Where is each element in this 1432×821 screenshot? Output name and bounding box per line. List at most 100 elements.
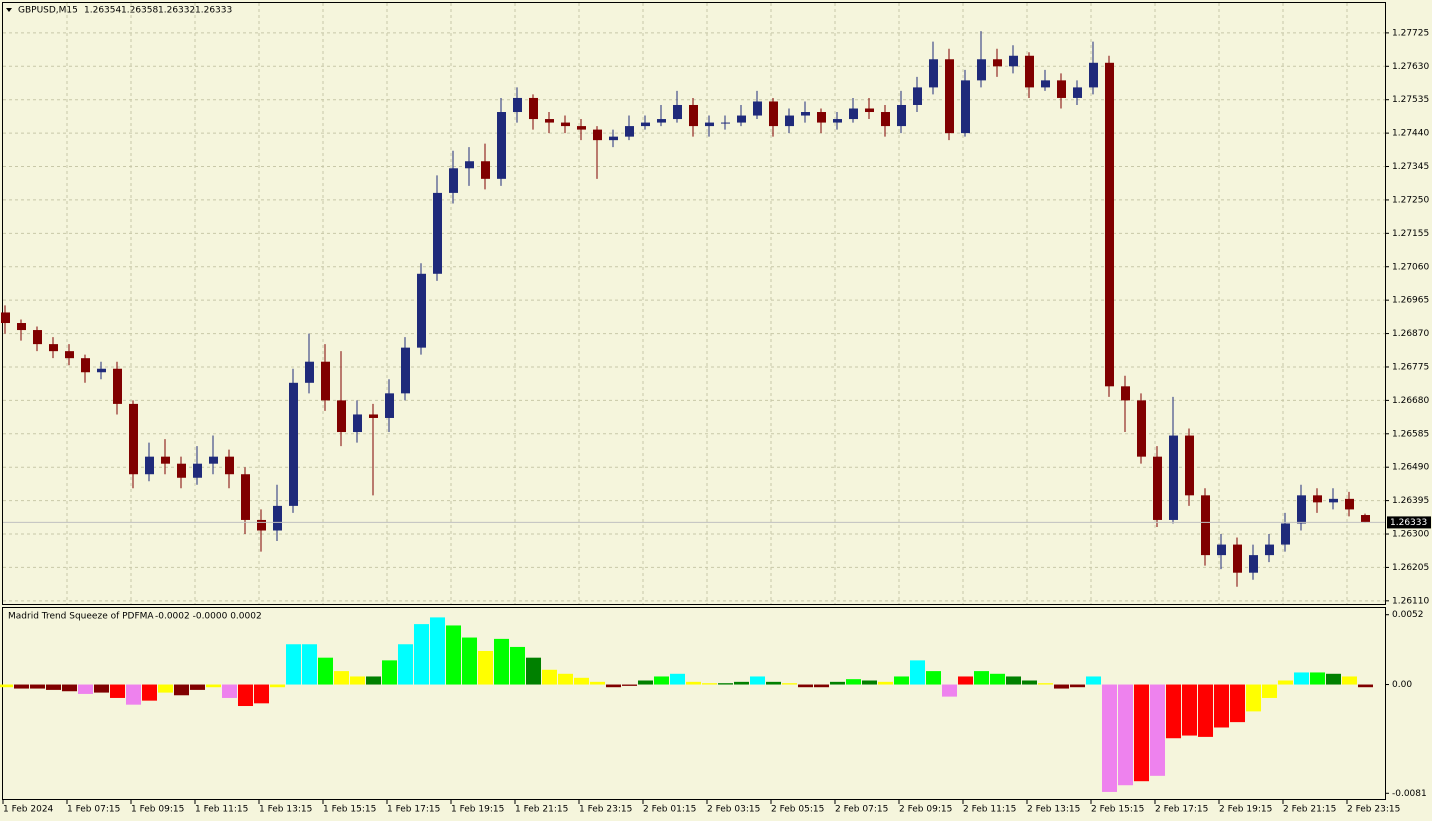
candle-body [241, 474, 250, 520]
candle-body [865, 108, 874, 113]
candle-body [753, 101, 762, 116]
histogram-bar [974, 671, 989, 685]
x-tick-label: 2 Feb 07:15 [835, 805, 888, 815]
x-tick-label: 2 Feb 11:15 [963, 805, 1016, 815]
candle-body [609, 136, 618, 141]
x-tick-label: 2 Feb 03:15 [707, 805, 760, 815]
histogram-bar [1198, 684, 1213, 737]
histogram-bar [1006, 676, 1021, 685]
histogram-bar [766, 681, 781, 685]
histogram-bar [958, 676, 973, 685]
candle-body [1217, 544, 1226, 556]
histogram-bar [878, 681, 893, 685]
histogram-bar [238, 684, 253, 707]
y-tick-label: 1.26680 [1392, 396, 1429, 406]
histogram-bar [830, 681, 845, 685]
y-tick-label: 1.27345 [1392, 162, 1429, 172]
histogram-bar [574, 677, 589, 685]
header-ohlc: 1.26333 [195, 6, 232, 16]
y-tick-label: 1.26300 [1392, 530, 1429, 540]
candle-body [1313, 495, 1322, 503]
candle-body [289, 382, 298, 506]
y-tick-label: 1.27535 [1392, 95, 1429, 105]
candle-body [1345, 498, 1354, 510]
candle-body [897, 104, 906, 127]
candle-body [497, 112, 506, 179]
indicator-panel [2, 607, 1386, 800]
histogram-bar [894, 676, 909, 685]
candle-body [641, 122, 650, 127]
x-tick-label: 1 Feb 15:15 [323, 805, 376, 815]
current-price-label: 1.26333 [1390, 518, 1427, 528]
candle-body [1201, 495, 1210, 556]
x-tick-label: 2 Feb 13:15 [1027, 805, 1080, 815]
histogram-bar [606, 684, 621, 688]
candle-body [817, 112, 826, 123]
histogram-bar [414, 624, 429, 685]
candle-body [1137, 400, 1146, 457]
x-tick-label: 1 Feb 21:15 [515, 805, 568, 815]
candle-body [769, 101, 778, 127]
histogram-bar [1246, 684, 1261, 712]
candle-body [961, 80, 970, 134]
candle-body [705, 122, 714, 127]
histogram-bar [782, 683, 797, 685]
candle-body [161, 456, 170, 464]
histogram-bar [0, 684, 13, 688]
histogram-bar [1118, 684, 1133, 786]
candle-body [1, 312, 10, 324]
histogram-bar [1294, 672, 1309, 685]
y-tick-label: 0.00 [1392, 680, 1412, 690]
candle-body [97, 368, 106, 373]
candle-body [561, 122, 570, 127]
histogram-bar [1134, 684, 1149, 782]
candle-body [49, 344, 58, 352]
candle-body [129, 403, 138, 475]
histogram-bar [430, 617, 445, 685]
x-tick-label: 1 Feb 11:15 [195, 805, 248, 815]
histogram-bar [1070, 684, 1085, 688]
candle-body [305, 361, 314, 383]
y-tick-label: 1.27725 [1392, 28, 1429, 38]
candle-body [673, 104, 682, 120]
y-tick-label: 1.26110 [1392, 596, 1429, 606]
histogram-bar [142, 684, 157, 701]
histogram-bar [350, 676, 365, 685]
candle-body [465, 161, 474, 169]
menu-arrow[interactable] [6, 8, 12, 12]
histogram-bar [1038, 683, 1053, 685]
histogram-bar [702, 683, 717, 685]
candle-body [1073, 87, 1082, 98]
candle-body [113, 368, 122, 404]
histogram-bar [622, 684, 637, 686]
histogram-bar [734, 681, 749, 685]
candle-body [1265, 544, 1274, 556]
candle-body [849, 108, 858, 120]
histogram-bar [670, 673, 685, 685]
histogram-bar [910, 660, 925, 685]
histogram-bar [62, 684, 77, 692]
x-tick-label: 2 Feb 09:15 [899, 805, 952, 815]
histogram-bar [126, 684, 141, 705]
candle-body [1361, 515, 1370, 523]
histogram-bar [1262, 684, 1277, 698]
histogram-bar [1054, 684, 1069, 689]
candle-body [1025, 55, 1034, 88]
histogram-bar [926, 671, 941, 685]
y-tick-label: 1.27440 [1392, 129, 1429, 139]
candle-body [433, 192, 442, 274]
candle-body [145, 456, 154, 475]
histogram-bar [862, 680, 877, 685]
candle-body [993, 59, 1002, 67]
candle-body [785, 115, 794, 127]
y-tick-label: 1.27060 [1392, 262, 1429, 272]
histogram-bar [1214, 684, 1229, 728]
x-tick-label: 1 Feb 17:15 [387, 805, 440, 815]
header-ohlc: 1.26358 [121, 6, 158, 16]
histogram-bar [846, 679, 861, 685]
histogram-bar [542, 669, 557, 685]
histogram-bar [526, 657, 541, 685]
candle-body [1233, 544, 1242, 573]
histogram-bar [1358, 684, 1373, 688]
